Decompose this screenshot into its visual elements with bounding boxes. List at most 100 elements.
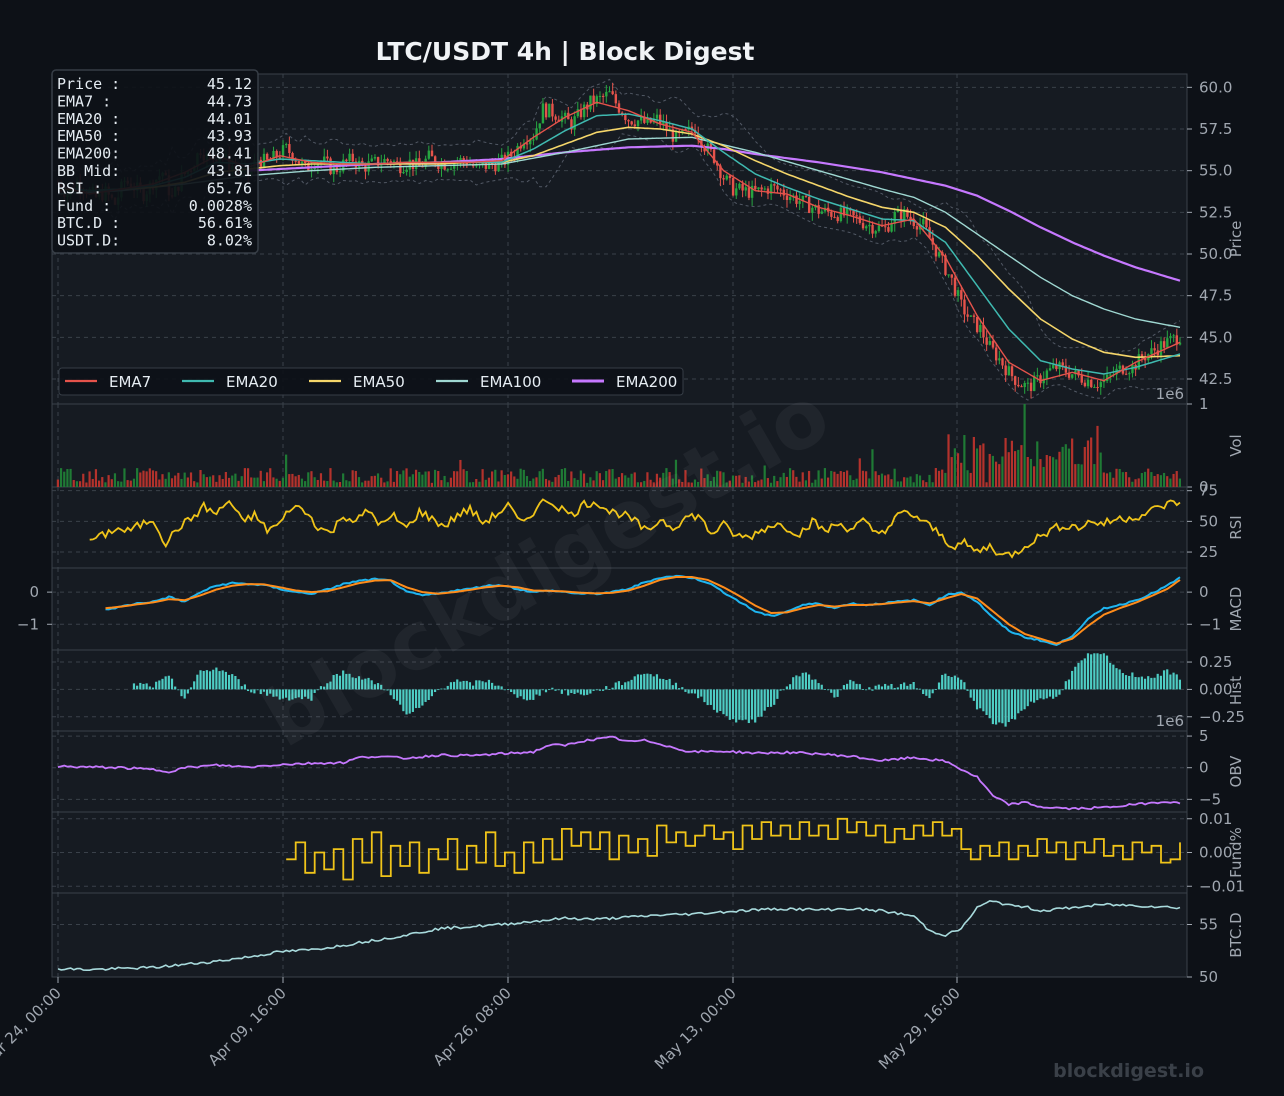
hist-bar [411, 689, 414, 712]
candle-body [731, 178, 735, 196]
hist-bar [316, 689, 319, 691]
hist-bar [421, 689, 424, 706]
legend-label-ema20: EMA20 [226, 373, 278, 391]
candle-body [265, 153, 269, 160]
candle-body [291, 153, 294, 161]
price-tick-label-4: 52.5 [1199, 203, 1232, 221]
hist-bar [719, 689, 722, 712]
volume-bar [243, 468, 246, 487]
candle-body [491, 161, 494, 165]
volume-bar [332, 480, 335, 487]
candle-body [1131, 364, 1134, 374]
candle-body [966, 314, 969, 317]
hist-bar [842, 685, 846, 690]
hist-bar [1175, 674, 1178, 690]
hist-bar [807, 674, 811, 690]
hist-bar [535, 689, 538, 695]
hist-bar [779, 689, 782, 691]
candle-body [481, 162, 484, 165]
price-offset-label: 1e6 [1156, 385, 1184, 403]
volume-bar [494, 469, 497, 487]
volume-bar [1096, 425, 1099, 487]
volume-bar [836, 473, 839, 487]
hist-bar [896, 687, 899, 690]
hist-bar [389, 689, 392, 696]
volume-bar [646, 472, 649, 487]
obv-tick-label-0: 5 [1199, 727, 1209, 745]
fund-line [286, 817, 1181, 881]
volume-bar [899, 481, 903, 487]
hist-bar [132, 683, 136, 690]
hist-bar [595, 689, 598, 691]
hist-bar [364, 678, 367, 690]
candle-body [598, 95, 602, 97]
volume-bar [950, 457, 953, 487]
candle-body [1166, 338, 1169, 348]
volume-bar [399, 474, 402, 487]
candle-body [1175, 335, 1179, 345]
candle-body [636, 120, 640, 127]
hist-bar [234, 675, 237, 690]
hist-bar [684, 689, 687, 692]
hist-bar [868, 687, 871, 690]
hist-bar [148, 686, 151, 690]
candle-body [364, 165, 367, 172]
volume-bar [446, 482, 449, 487]
volume-bar [383, 482, 386, 487]
volume-bar [443, 475, 446, 487]
hist-bar [659, 678, 662, 690]
hist-bar [966, 689, 969, 691]
candle-body [1099, 382, 1102, 388]
hist-bar [1128, 675, 1131, 690]
volume-bar [373, 475, 376, 487]
candle-body [807, 196, 811, 213]
candle-body [449, 168, 453, 170]
volume-bar [91, 478, 94, 487]
volume-bar [842, 472, 846, 487]
rsi-line [89, 498, 1181, 559]
candle-body [1105, 374, 1109, 381]
candle-body [300, 161, 304, 164]
volume-bar [839, 471, 842, 487]
volume-bar [868, 478, 871, 487]
hist-bar [766, 689, 769, 708]
hist-bar [519, 689, 522, 697]
info-value-7: 0.0028% [189, 197, 252, 215]
volume-bar [1105, 473, 1109, 487]
candle-body [975, 316, 979, 333]
candle-body [630, 121, 633, 125]
volume-bar [148, 468, 151, 487]
volume-bar [633, 472, 636, 487]
candle-body [275, 150, 278, 158]
candle-body [389, 161, 392, 164]
hist-bar [903, 682, 906, 690]
volume-bar [180, 478, 183, 487]
volume-bar [212, 475, 215, 487]
volume-bar [719, 471, 722, 487]
price-tick-label-0: 42.5 [1199, 370, 1232, 388]
candle-body [817, 205, 820, 214]
volume-bar [766, 478, 769, 487]
hist-bar [1086, 653, 1090, 690]
volume-bar [554, 477, 557, 487]
volume-bar [548, 480, 551, 487]
hist-bar [611, 687, 614, 690]
candle-body [998, 358, 1001, 361]
hist-bar [1178, 679, 1181, 690]
candle-body [839, 207, 843, 222]
hist-bar [1026, 689, 1029, 707]
hist-bar [332, 675, 335, 690]
hist-bar [979, 689, 982, 709]
candle-body [925, 219, 928, 228]
info-value-5: 43.81 [207, 162, 252, 180]
candle-body [1071, 374, 1074, 378]
hist-bar [820, 684, 823, 690]
candle-body [297, 161, 301, 164]
vol-ylabel: Vol [1227, 434, 1245, 456]
volume-bar [804, 480, 807, 487]
obv-line [57, 735, 1181, 811]
hist-bar [285, 689, 288, 698]
hist-bar [326, 683, 329, 690]
volume-bar [1036, 441, 1039, 487]
hist-bar [1004, 689, 1007, 727]
